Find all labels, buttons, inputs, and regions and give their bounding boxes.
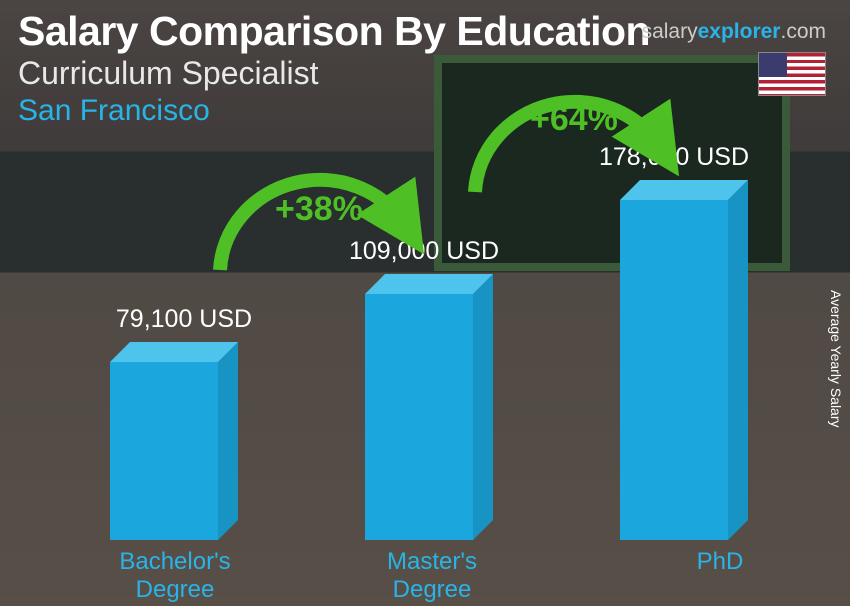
bar-value-label: 79,100 USD: [74, 305, 294, 334]
category-label: Bachelor'sDegree: [105, 548, 245, 603]
watermark-part3: .com: [780, 20, 826, 43]
bar-front: [365, 294, 473, 540]
watermark-part1: salary: [642, 20, 698, 43]
bar-front: [110, 362, 218, 540]
increase-percent-label: +64%: [530, 100, 618, 139]
flag-icon: [758, 52, 826, 96]
increase-percent-label: +38%: [275, 190, 363, 229]
chart-title: Salary Comparison By Education: [18, 8, 650, 55]
category-label: PhD: [650, 548, 790, 576]
chart-container: Salary Comparison By Education Curriculu…: [0, 0, 850, 606]
watermark: salaryexplorer.com: [642, 20, 826, 44]
bar-side: [728, 180, 748, 540]
category-label: Master'sDegree: [362, 548, 502, 603]
bar-front: [620, 200, 728, 540]
bar-top: [110, 342, 238, 362]
bar-side: [218, 342, 238, 540]
watermark-part2: explorer: [698, 20, 781, 43]
bar-side: [473, 274, 493, 540]
